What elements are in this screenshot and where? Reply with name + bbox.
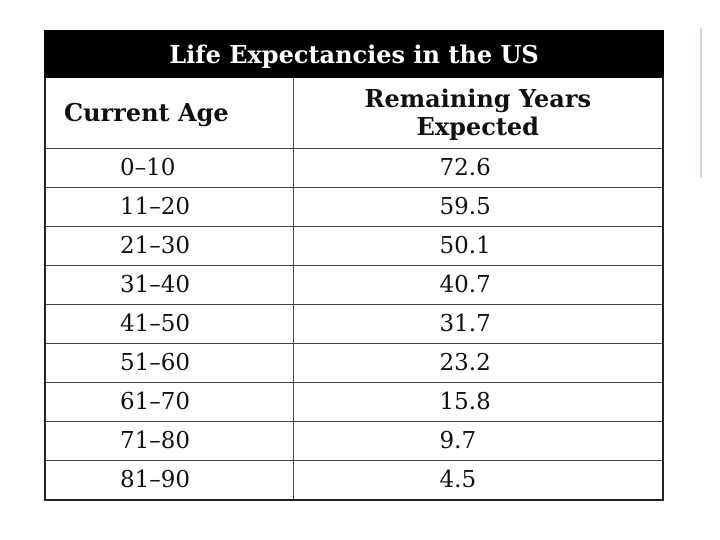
life-expectancy-table-container: Life Expectancies in the US Current Age … bbox=[43, 30, 665, 501]
table-row: 21–30 50.1 bbox=[44, 226, 664, 266]
age-range-cell: 11–20 bbox=[44, 187, 294, 227]
table-row: 31–40 40.7 bbox=[44, 265, 664, 305]
age-range-cell: 31–40 bbox=[44, 265, 294, 305]
table-row: 41–50 31.7 bbox=[44, 304, 664, 344]
header-current-age: Current Age bbox=[44, 76, 294, 149]
remaining-years-cell: 50.1 bbox=[292, 226, 664, 266]
age-range-cell: 41–50 bbox=[44, 304, 294, 344]
remaining-years-cell: 40.7 bbox=[292, 265, 664, 305]
remaining-years-cell: 23.2 bbox=[292, 343, 664, 383]
remaining-years-cell: 59.5 bbox=[292, 187, 664, 227]
age-range-cell: 21–30 bbox=[44, 226, 294, 266]
table-row: 71–80 9.7 bbox=[44, 421, 664, 461]
age-range-cell: 61–70 bbox=[44, 382, 294, 422]
remaining-years-cell: 4.5 bbox=[292, 460, 664, 501]
header-row: Current Age Remaining Years Expected bbox=[44, 76, 664, 149]
table-row: 11–20 59.5 bbox=[44, 187, 664, 227]
table-row: 81–90 4.5 bbox=[44, 460, 664, 501]
remaining-years-cell: 31.7 bbox=[292, 304, 664, 344]
table-title: Life Expectancies in the US bbox=[43, 30, 665, 78]
remaining-years-cell: 15.8 bbox=[292, 382, 664, 422]
age-range-cell: 51–60 bbox=[44, 343, 294, 383]
age-range-cell: 0–10 bbox=[44, 148, 294, 188]
remaining-years-cell: 9.7 bbox=[292, 421, 664, 461]
age-range-cell: 71–80 bbox=[44, 421, 294, 461]
header-remaining-years: Remaining Years Expected bbox=[292, 76, 664, 149]
age-range-cell: 81–90 bbox=[44, 460, 294, 501]
table-row: 61–70 15.8 bbox=[44, 382, 664, 422]
remaining-years-cell: 72.6 bbox=[292, 148, 664, 188]
table-row: 0–10 72.6 bbox=[44, 148, 664, 188]
header-remaining-years-text: Remaining Years Expected bbox=[364, 84, 591, 141]
table-row: 51–60 23.2 bbox=[44, 343, 664, 383]
table-body: 0–10 72.6 11–20 59.5 21–30 50.1 31–40 40.7 41–50… bbox=[44, 148, 664, 501]
side-accent-bar bbox=[700, 28, 702, 178]
life-expectancy-table: Life Expectancies in the US Current Age … bbox=[43, 30, 665, 501]
title-row: Life Expectancies in the US bbox=[43, 30, 665, 78]
